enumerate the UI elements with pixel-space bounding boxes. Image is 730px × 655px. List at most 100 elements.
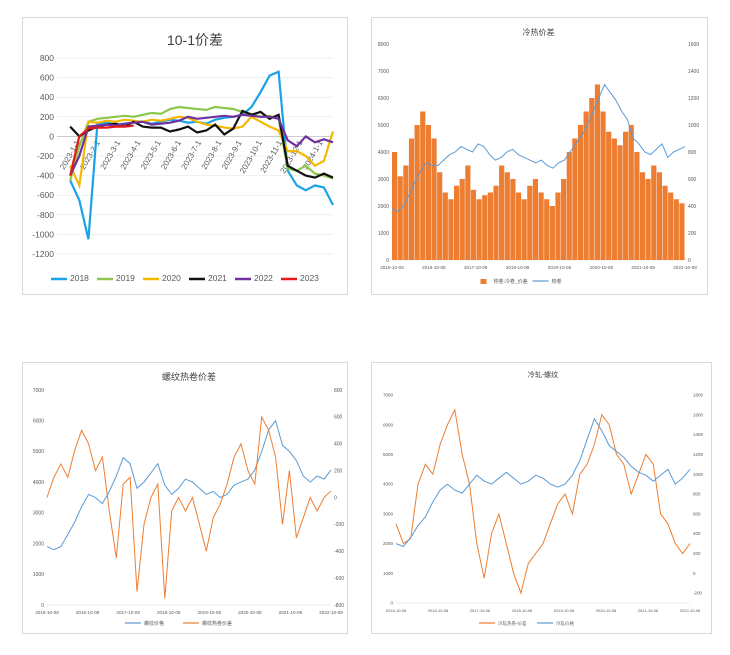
bar <box>679 203 685 260</box>
y2-tick-label: 0 <box>688 258 691 264</box>
series-line <box>69 109 334 179</box>
bar <box>437 172 443 260</box>
y-tick-label: -600 <box>37 190 54 200</box>
bar <box>392 152 398 260</box>
x-tick-label: 2015-10-08 <box>35 610 59 615</box>
bar <box>549 206 555 260</box>
bar <box>408 138 415 260</box>
x-tick-label: 2020-10-08 <box>590 265 614 270</box>
y2-tick-label: 1600 <box>693 412 704 417</box>
y2-tick-label: 1200 <box>693 452 704 457</box>
x-tick-label: 2016-10-08 <box>422 265 446 270</box>
y-tick-label: 5000 <box>383 452 394 457</box>
bar <box>482 195 488 260</box>
y2-tick-label: 1800 <box>693 393 704 398</box>
x-tick-label: 2022-10-08 <box>680 608 701 613</box>
bar <box>623 131 629 260</box>
y2-tick-label: 600 <box>334 415 343 421</box>
y2-tick-label: 1000 <box>693 472 704 477</box>
bar <box>442 192 448 260</box>
bar <box>606 131 612 260</box>
bar <box>639 172 646 260</box>
y-tick-label: 1000 <box>33 572 44 578</box>
chart-panel-rebar-hot-coil-spread: 螺纹热卷价差 7000 6000 5000 4000 3000 2000 1000 0 800 60… <box>22 362 348 634</box>
bar <box>499 165 505 260</box>
legend-label: 2020 <box>162 273 181 283</box>
x-tick-label: 2019-10-08 <box>198 610 222 615</box>
x-tick-label: 2021-10-08 <box>638 608 659 613</box>
x-tick-label: 2018-10-08 <box>157 610 181 615</box>
bar <box>538 192 544 260</box>
x-tick-label: 2019-10-08 <box>548 265 572 270</box>
chart-cold-hot-spread: 冷热价差800070006000500040003000200010000160… <box>378 27 699 285</box>
y-tick-label: 2000 <box>378 204 389 210</box>
y2-tick-label: -400 <box>334 549 344 555</box>
series-line <box>69 124 134 176</box>
bar <box>572 138 578 260</box>
y2-tick-label: 1200 <box>688 96 699 102</box>
bar <box>453 185 460 260</box>
bar <box>617 145 623 260</box>
y2-tick-label: 600 <box>688 177 697 183</box>
bar <box>583 111 589 260</box>
y-tick-label: -800 <box>37 210 54 220</box>
y-tick-label: 3000 <box>33 511 44 517</box>
y2-tick-label: 400 <box>688 204 697 210</box>
y-tick-label: 1000 <box>378 231 389 237</box>
y-tick-label: 4000 <box>33 480 44 486</box>
y-tick-label: 4000 <box>383 482 394 487</box>
y2-tick-label: -800 <box>334 603 344 609</box>
bar <box>425 125 431 260</box>
bar <box>651 165 657 260</box>
bar <box>515 192 522 260</box>
y2-tick-label: 400 <box>693 531 701 536</box>
bar <box>465 165 471 260</box>
x-tick-label: 2016-10-08 <box>76 610 100 615</box>
x-tick-label: 2021-10-08 <box>279 610 303 615</box>
y-tick-label: 3000 <box>378 177 389 183</box>
series-line <box>395 408 691 595</box>
y-tick-label: 6000 <box>383 422 394 427</box>
bar <box>561 179 567 260</box>
y-tick-label: 7000 <box>383 393 394 398</box>
y-tick-label: 8000 <box>378 42 389 48</box>
y-tick-label: 5000 <box>378 123 389 129</box>
y2-tick-label: 200 <box>334 468 343 474</box>
y-tick-label: 4000 <box>378 150 389 156</box>
x-tick-label: 2017-10-08 <box>470 608 491 613</box>
chart-title: 螺纹热卷价差 <box>162 371 216 382</box>
x-tick-label: 2017-10-08 <box>464 265 488 270</box>
legend-label: 螺纹热卷价差 <box>202 620 232 627</box>
y2-tick-label: -600 <box>334 576 344 582</box>
y2-tick-label: 1000 <box>688 123 699 129</box>
x-tick-label: 2016-10-08 <box>428 608 449 613</box>
bar <box>504 172 510 260</box>
bar <box>634 152 640 260</box>
bar <box>577 125 584 260</box>
y-tick-label: 0 <box>41 603 44 609</box>
y2-tick-label: 1600 <box>688 42 699 48</box>
bar <box>656 172 663 260</box>
bar <box>600 111 606 260</box>
x-tick-label: 2015-10-08 <box>386 608 407 613</box>
bar <box>431 138 437 260</box>
series-line <box>46 415 332 599</box>
bar <box>414 125 420 260</box>
chart-panel-cold-rebar: 冷轧-螺纹 7000 6000 5000 4000 3000 2000 1000 0 1800 16… <box>371 362 712 634</box>
x-tick-label: 2020-10-08 <box>596 608 617 613</box>
chart-panel-10-1-spread: 10-1价差 800 600 400 200 0 -200 -400 -600 -800 -1000… <box>22 17 348 295</box>
y-tick-label: 2000 <box>33 541 44 547</box>
y-tick-label: -400 <box>37 171 54 181</box>
series-line <box>69 105 334 181</box>
x-tick-label: 2021-10-08 <box>631 265 655 270</box>
y2-tick-label: 1400 <box>688 69 699 75</box>
series-line <box>391 83 686 212</box>
bar <box>487 192 493 260</box>
y-tick-label: 6000 <box>33 418 44 424</box>
y2-tick-label: 600 <box>693 511 701 516</box>
y-tick-label: -1000 <box>32 229 54 239</box>
bar <box>611 138 617 260</box>
legend-label: 热卷:冷卷_价差 <box>494 278 528 285</box>
y2-tick-label: 200 <box>693 551 701 556</box>
legend-label: 冷轧热卷-价差 <box>498 620 527 627</box>
